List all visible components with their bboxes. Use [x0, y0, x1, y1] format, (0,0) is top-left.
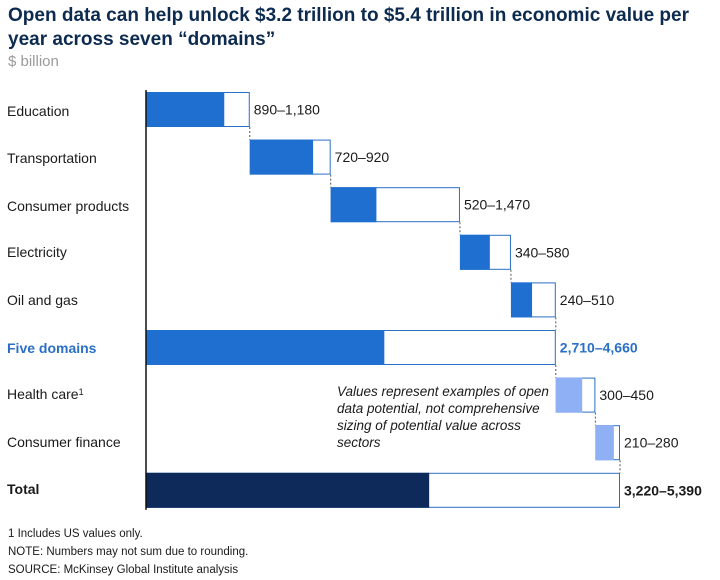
category-label-education: Education [7, 103, 70, 119]
value-label-five-domains: 2,710–4,660 [560, 340, 638, 356]
category-label-total: Total [7, 481, 40, 497]
bar-low-transportation [249, 139, 314, 175]
category-label-five-domains: Five domains [7, 340, 97, 356]
category-label-oil-and-gas: Oil and gas [7, 292, 78, 308]
bar-low-five-domains [146, 330, 385, 365]
value-label-consumer-finance: 210–280 [624, 435, 679, 451]
footnote-1: 1 Includes US values only. [8, 528, 143, 540]
category-label-health-care: Health care1 [7, 386, 84, 402]
category-label-electricity: Electricity [7, 244, 67, 260]
bar-low-consumer-finance [595, 425, 614, 461]
footnote-source: SOURCE: McKinsey Global Institute analys… [8, 564, 239, 576]
chart-title: Open data can help unlock $3.2 trillion … [8, 5, 689, 50]
category-label-consumer-products: Consumer products [7, 198, 130, 214]
bar-low-health-care [555, 377, 583, 413]
bar-low-electricity [459, 234, 490, 270]
bar-low-education [146, 92, 225, 127]
bar-low-consumer-products [330, 187, 377, 223]
value-label-consumer-products: 520–1,470 [464, 197, 530, 213]
value-label-health-care: 300–450 [599, 387, 654, 403]
bar-low-oil-and-gas [510, 282, 533, 318]
value-label-education: 890–1,180 [254, 102, 320, 118]
value-label-electricity: 340–580 [515, 244, 570, 260]
value-label-oil-and-gas: 240–510 [560, 292, 615, 308]
unit-label: $ billion [8, 53, 59, 70]
waterfall-chart: 890–1,180 720–920 520–1,470 340–580 240–510 2… [145, 90, 702, 510]
footnote-mark: 1 [78, 387, 84, 397]
category-label-transportation: Transportation [7, 150, 97, 166]
value-label-transportation: 720–920 [335, 149, 390, 165]
chart-note: Values represent examples of open data p… [337, 384, 549, 450]
value-label-total: 3,220–5,390 [624, 482, 702, 498]
category-label-consumer-finance: Consumer finance [7, 434, 121, 450]
footnote-note: NOTE: Numbers may not sum due to roundin… [8, 546, 249, 558]
bar-low-total [146, 472, 430, 508]
